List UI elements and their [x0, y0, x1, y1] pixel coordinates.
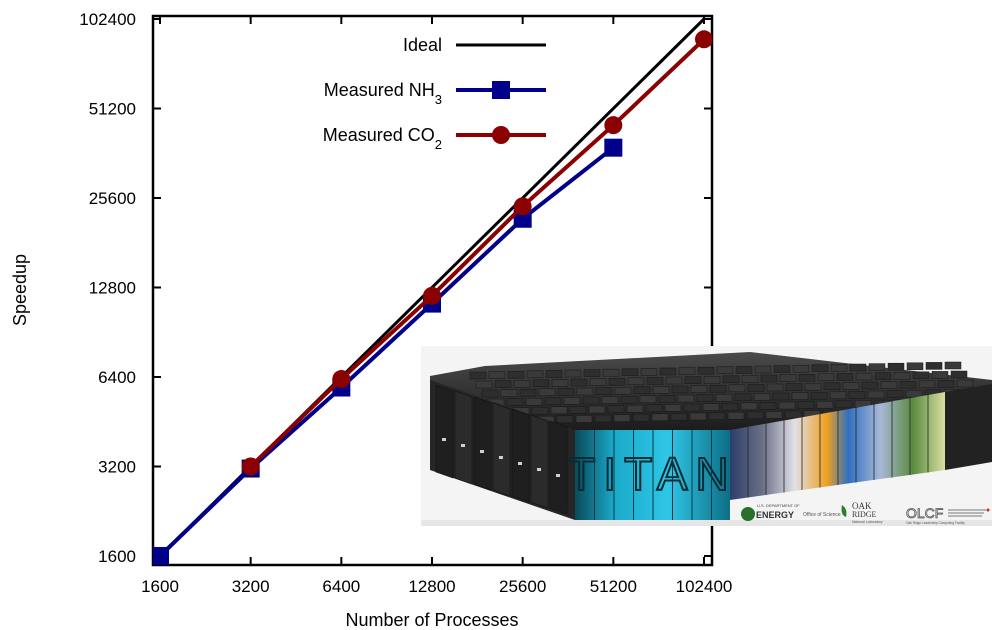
data-point [332, 370, 351, 389]
legend-label: Ideal [403, 35, 442, 55]
legend: Ideal Measured NH3 Measured CO2 [323, 35, 546, 152]
svg-text:OAK: OAK [852, 501, 872, 511]
x-tick-label: 6400 [322, 577, 360, 596]
data-point [695, 30, 712, 49]
y-tick-label: 102400 [79, 10, 136, 29]
y-tick-label: 1600 [98, 547, 136, 566]
doe-seal-icon [741, 507, 755, 521]
data-point [513, 197, 532, 216]
x-axis-label: Number of Processes [345, 610, 518, 630]
legend-label: Measured CO2 [323, 125, 442, 152]
legend-label: Measured NH3 [324, 80, 442, 107]
data-point [513, 209, 532, 228]
titan-supercomputer-image: TITAN U.S. DEPARTMENT OF ENERGY Office o… [421, 346, 992, 526]
x-tick-label: 51200 [590, 577, 637, 596]
legend-entry: Ideal [403, 35, 546, 55]
x-tick-label: 102400 [676, 577, 733, 596]
y-tick-label: 12800 [89, 279, 136, 298]
titan-label: TITAN [567, 448, 736, 500]
y-tick-label: 3200 [98, 458, 136, 477]
oak-leaf-icon [841, 505, 847, 517]
legend-marker [492, 126, 510, 144]
svg-text:OLCF: OLCF [906, 505, 943, 521]
legend-marker [492, 81, 510, 99]
doe-logo: U.S. DEPARTMENT OF ENERGY Office of Scie… [741, 503, 841, 521]
y-tick-label: 51200 [89, 100, 136, 119]
side-cabinets [435, 384, 568, 515]
axis-ticks: 1600 3200 6400 12800 25600 51200 102400 1600 320… [79, 10, 732, 596]
data-point [153, 547, 169, 565]
svg-text:Oak Ridge Leadership Computing: Oak Ridge Leadership Computing Facility [906, 521, 965, 525]
data-point [423, 286, 441, 305]
svg-text:RIDGE: RIDGE [852, 510, 877, 519]
series-layer [153, 17, 712, 565]
y-tick-label: 25600 [89, 189, 136, 208]
data-point [604, 116, 623, 135]
y-axis-label: Speedup [10, 254, 30, 326]
cabinet-seams [594, 393, 929, 520]
svg-text:Office of Science: Office of Science [803, 512, 841, 518]
svg-text:National Laboratory: National Laboratory [852, 520, 883, 524]
data-point [241, 457, 260, 476]
legend-entry: Measured NH3 [324, 80, 546, 107]
series-line [249, 37, 706, 468]
data-point [604, 138, 623, 157]
x-tick-label: 1600 [141, 577, 179, 596]
x-tick-label: 3200 [232, 577, 270, 596]
series-line [158, 146, 615, 558]
svg-text:U.S. DEPARTMENT OF: U.S. DEPARTMENT OF [757, 503, 800, 508]
series-co2 [241, 30, 712, 476]
svg-text:ENERGY: ENERGY [756, 510, 794, 520]
x-tick-label: 25600 [499, 577, 546, 596]
x-tick-label: 12800 [408, 577, 455, 596]
ornl-logo: OAK RIDGE National Laboratory [841, 501, 883, 524]
legend-entry: Measured CO2 [323, 125, 546, 152]
y-tick-label: 6400 [98, 368, 136, 387]
olcf-logo: OLCF Oak Ridge Leadership Computing Faci… [906, 505, 990, 525]
